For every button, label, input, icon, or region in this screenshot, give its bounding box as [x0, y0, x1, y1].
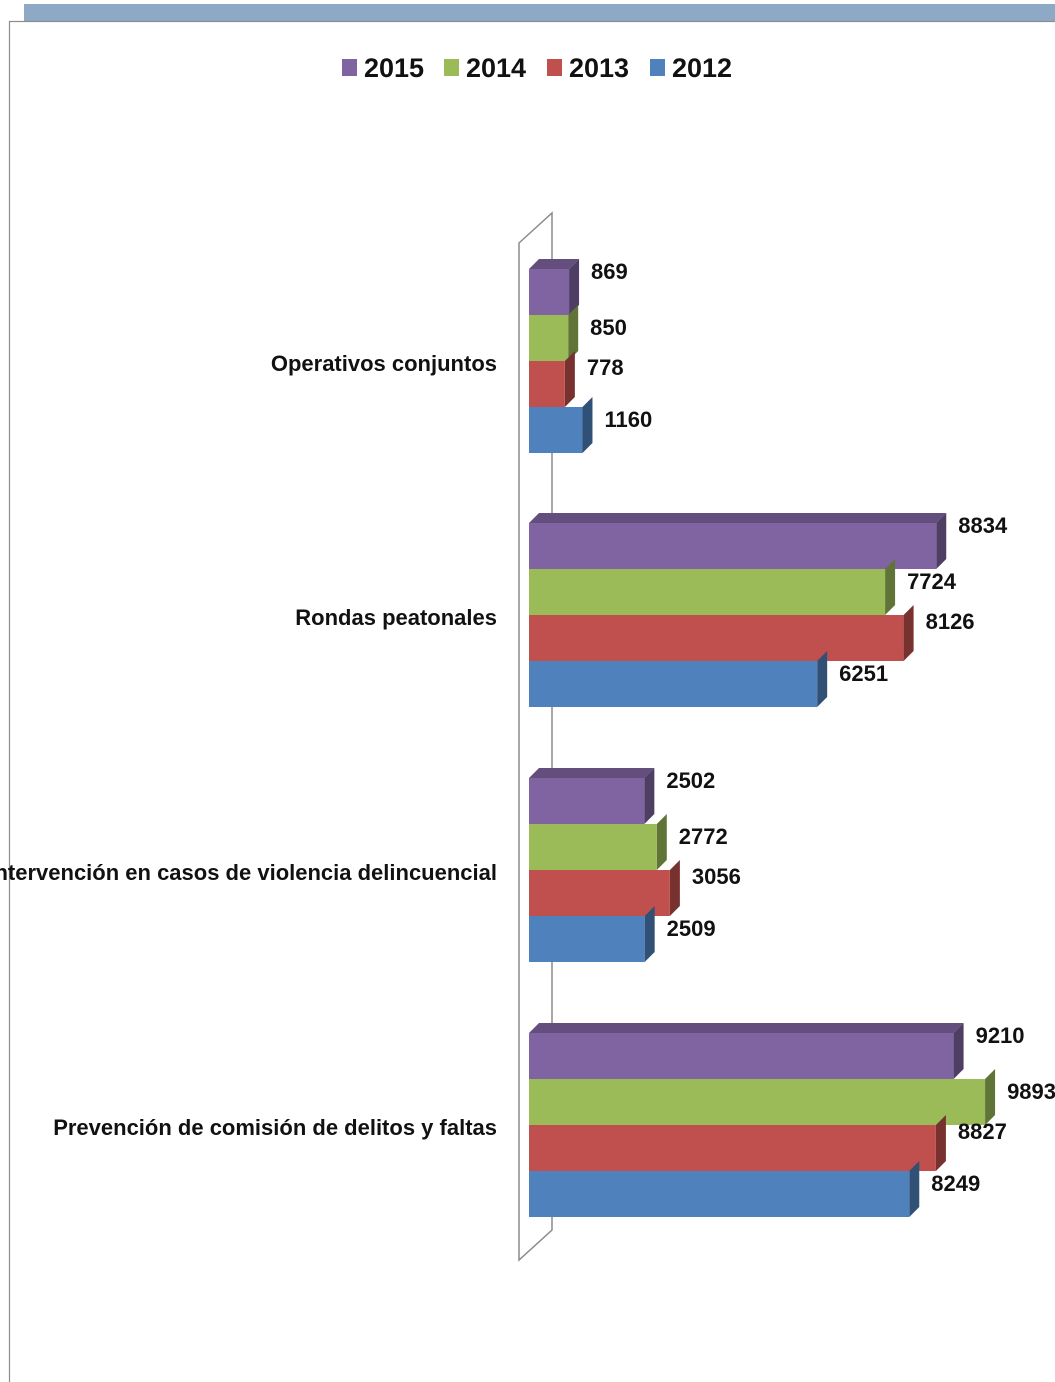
bar-side-face	[903, 605, 914, 661]
bar-side-face	[935, 1115, 946, 1171]
bar-intervencion-en-casos-de-violencia-delincuencial-2012	[529, 906, 655, 962]
bar-front-face	[529, 315, 569, 361]
value-label-prevencion-de-comision-de-delitos-y-faltas-2014: 9893	[1007, 1079, 1055, 1104]
bar-operativos-conjuntos-2015	[529, 259, 580, 315]
bar-front-face	[529, 1125, 936, 1171]
bar-top-face	[529, 513, 947, 523]
legend-label-2014: 2014	[466, 53, 526, 83]
bar-operativos-conjuntos-2013	[529, 351, 575, 407]
value-label-operativos-conjuntos-2013: 778	[587, 355, 624, 380]
bar-side-face	[909, 1161, 920, 1217]
category-label-operativos-conjuntos: Operativos conjuntos	[271, 351, 497, 376]
bar-front-face	[529, 523, 937, 569]
value-label-operativos-conjuntos-2014: 850	[590, 315, 627, 340]
value-label-rondas-peatonales-2014: 7724	[907, 569, 957, 594]
axis-wall	[518, 211, 553, 1262]
bar-side-face	[669, 860, 680, 916]
bar-front-face	[529, 870, 670, 916]
bar-rondas-peatonales-2014	[529, 559, 896, 615]
bar-intervencion-en-casos-de-violencia-delincuencial-2015	[529, 768, 655, 824]
value-label-operativos-conjuntos-2015: 869	[591, 259, 628, 284]
legend-swatch-2013	[547, 59, 562, 76]
legend-swatch-2014	[444, 59, 459, 76]
legend-label-2013: 2013	[569, 53, 629, 83]
legend-swatch-2012	[650, 59, 665, 76]
bar-side-face	[656, 814, 667, 870]
bar-front-face	[529, 615, 904, 661]
value-label-intervencion-en-casos-de-violencia-delincuencial-2012: 2509	[667, 916, 716, 941]
value-label-intervencion-en-casos-de-violencia-delincuencial-2015: 2502	[666, 768, 715, 793]
bar-front-face	[529, 824, 657, 870]
bar-front-face	[529, 569, 886, 615]
bar-front-face	[529, 1033, 954, 1079]
bar-side-face	[936, 513, 947, 569]
bar-front-face	[529, 916, 645, 962]
bar-prevencion-de-comision-de-delitos-y-faltas-2013	[529, 1115, 946, 1171]
category-label-rondas-peatonales: Rondas peatonales	[295, 605, 497, 630]
value-labels: 869 850 778 1160 8834 7724 8126 6251 2502 2772 305…	[587, 259, 1055, 1196]
bar-front-face	[529, 778, 645, 824]
bar-side-face	[569, 259, 580, 315]
value-label-prevencion-de-comision-de-delitos-y-faltas-2015: 9210	[976, 1023, 1025, 1048]
bar-side-face	[953, 1023, 964, 1079]
bar-front-face	[529, 407, 583, 453]
value-label-rondas-peatonales-2015: 8834	[958, 513, 1008, 538]
value-label-rondas-peatonales-2013: 8126	[926, 609, 975, 634]
legend: 2015 2014 2013 2012	[342, 53, 732, 83]
bar-operativos-conjuntos-2014	[529, 305, 579, 361]
bar-operativos-conjuntos-2012	[529, 397, 593, 453]
value-label-intervencion-en-casos-de-violencia-delincuencial-2014: 2772	[679, 824, 728, 849]
bar-side-face	[582, 397, 593, 453]
category-label-prevencion-de-comision-de-delitos-y-faltas: Prevención de comisión de delitos y falt…	[53, 1115, 497, 1140]
category-label-intervencion-en-casos-de-violencia-delincuencial: Intervención en casos de violencia delin…	[0, 860, 497, 885]
bar-prevencion-de-comision-de-delitos-y-faltas-2014	[529, 1069, 996, 1125]
bar-side-face	[568, 305, 579, 361]
top-header-bar	[24, 4, 1055, 22]
value-label-intervencion-en-casos-de-violencia-delincuencial-2013: 3056	[692, 864, 741, 889]
legend-label-2012: 2012	[672, 53, 732, 83]
bar-prevencion-de-comision-de-delitos-y-faltas-2012	[529, 1161, 920, 1217]
bar-side-face	[644, 768, 655, 824]
bars	[529, 259, 996, 1217]
category-labels: Operativos conjuntos Rondas peatonales Int…	[0, 351, 497, 1140]
value-label-rondas-peatonales-2012: 6251	[839, 661, 888, 686]
bar-side-face	[564, 351, 575, 407]
bar-top-face	[529, 259, 580, 269]
bar-front-face	[529, 269, 570, 315]
legend-label-2015: 2015	[364, 53, 424, 83]
bar-rondas-peatonales-2015	[529, 513, 947, 569]
bar-front-face	[529, 1079, 986, 1125]
bar-rondas-peatonales-2012	[529, 651, 828, 707]
bar-top-face	[529, 768, 655, 778]
bar-side-face	[885, 559, 896, 615]
bar-rondas-peatonales-2013	[529, 605, 914, 661]
bar-prevencion-de-comision-de-delitos-y-faltas-2015	[529, 1023, 964, 1079]
bar-intervencion-en-casos-de-violencia-delincuencial-2013	[529, 860, 680, 916]
bar-front-face	[529, 661, 818, 707]
bar-intervencion-en-casos-de-violencia-delincuencial-2014	[529, 814, 667, 870]
bar-front-face	[529, 1171, 910, 1217]
bar-side-face	[817, 651, 828, 707]
bar-top-face	[529, 1023, 964, 1033]
legend-swatch-2015	[342, 59, 357, 76]
axis-wall-outline	[518, 211, 553, 1262]
value-label-operativos-conjuntos-2012: 1160	[604, 407, 652, 432]
bar-front-face	[529, 361, 565, 407]
bar-side-face	[644, 906, 655, 962]
chart-border	[8, 20, 1055, 1382]
value-label-prevencion-de-comision-de-delitos-y-faltas-2012: 8249	[931, 1171, 980, 1196]
bar-side-face	[985, 1069, 996, 1125]
value-label-prevencion-de-comision-de-delitos-y-faltas-2013: 8827	[958, 1119, 1007, 1144]
